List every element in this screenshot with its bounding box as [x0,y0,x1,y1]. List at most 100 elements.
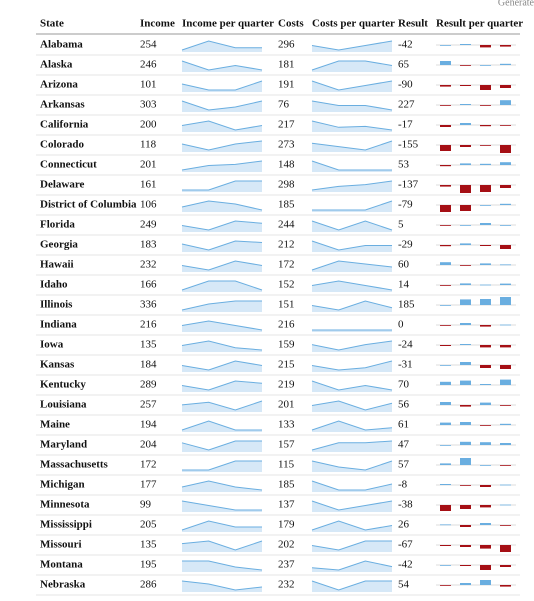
income: 184 [140,359,157,371]
result-bar [500,63,511,65]
result-bar [440,325,451,326]
sparkline-area [182,241,262,252]
result-bar [440,185,451,187]
costs: 237 [278,559,295,571]
result-bar [500,465,511,466]
result: 56 [398,399,410,411]
column-header: Costs [278,18,304,30]
income: 286 [140,579,157,591]
result: -31 [398,359,413,371]
result: -67 [398,539,413,551]
generate-button[interactable]: Generate [498,0,534,8]
result: 53 [398,159,410,171]
result-bar [500,225,511,226]
costs: 148 [278,159,295,171]
sparkline-area [182,81,262,92]
sparkline [311,580,392,591]
result: -24 [398,339,413,351]
sparkline [311,100,393,111]
result-bar [480,284,491,286]
result-bar [480,105,491,106]
income: 336 [140,299,157,311]
sparkline [181,160,263,171]
costs: 202 [278,539,295,551]
sparkline [181,340,263,351]
costs: 157 [278,439,295,451]
result-bar [480,325,491,327]
sparkline [181,120,263,131]
result-bar [460,85,471,86]
result-bar [460,104,471,105]
sparkline-area [182,301,262,312]
result: 227 [398,99,415,111]
sparkline [311,540,392,551]
costs: 232 [278,579,295,591]
income: 172 [140,459,157,471]
result-bar [460,243,471,245]
result-bar [500,85,511,88]
income: 289 [140,379,157,391]
state: Montana [40,559,83,571]
sparkline [182,560,263,571]
result-bar [480,580,491,585]
result-bar [460,265,471,266]
result-bar [460,123,471,125]
sparkline [311,140,393,151]
result-bar [480,299,491,305]
result-bar [440,61,451,65]
result-bar [440,505,451,511]
result-bar [440,125,451,127]
result-bar [460,323,471,325]
result-bar [460,458,471,465]
costs: 115 [278,459,295,471]
result-bar [480,465,491,466]
result: 70 [398,379,410,391]
state: Georgia [40,239,78,251]
sparkline-area [182,261,262,272]
result: -29 [398,239,413,251]
result-bar [500,405,511,406]
sparkline [181,300,262,311]
costs: 273 [278,139,295,151]
result-bar [460,163,471,165]
sparkline-area [312,241,392,252]
sparkline-area [312,581,392,592]
income: 303 [140,99,157,111]
state: Maine [40,419,70,431]
result-bar [480,185,491,192]
result: -79 [398,199,413,211]
result-bar [440,565,451,566]
sparkline [181,140,263,151]
sparkline-area [312,541,392,552]
sparkline [181,320,263,331]
result-bar [460,485,471,486]
sparkline-area [312,561,392,572]
result-bar [500,145,511,153]
sparkline-area [312,521,392,532]
sparkline [311,380,393,391]
income: 177 [140,479,157,491]
result-bar [460,65,471,66]
income: 101 [140,79,157,91]
result-bar [460,545,471,547]
costs: 185 [278,479,295,491]
result-bar [500,125,511,126]
sparkline [181,400,263,411]
result-bar [480,223,491,225]
costs: 76 [278,99,290,111]
costs: 133 [278,419,295,431]
sparkline [311,40,393,51]
costs: 191 [278,79,295,91]
sparkline [311,240,392,251]
sparkline [181,500,262,511]
sparkline-area [312,481,392,492]
sparkline [311,400,393,411]
result-bar [460,283,471,285]
state: Louisiana [40,399,87,411]
result-bar [460,344,471,345]
income: 232 [140,259,157,271]
result-bar [440,365,451,366]
result-bar [480,485,491,487]
sparkline [181,480,263,491]
result-bar [480,205,491,206]
